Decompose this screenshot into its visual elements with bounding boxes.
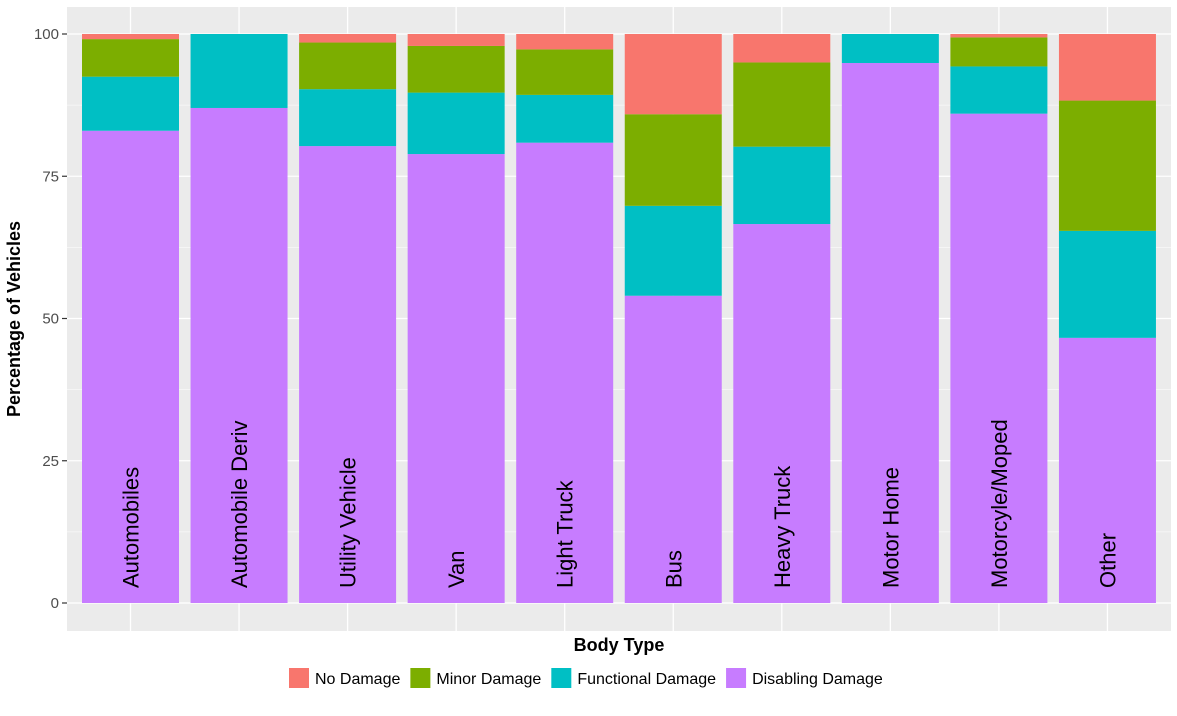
legend-label: No Damage [315,671,400,688]
bar-segment-minor-damage [299,42,397,90]
y-axis: 0 25 50 75 100 [34,26,67,612]
legend-key-minor-damage [410,668,431,688]
bar-category-label: Bus [661,550,686,588]
legend-key-disabling-damage [726,668,747,688]
bar-segment-disabling-damage [516,142,614,603]
bar-segment-functional-damage [82,76,179,131]
y-tick-label: 100 [34,26,59,43]
bar-segment-functional-damage [299,89,397,147]
bar-segment-minor-damage [82,39,179,77]
bar-segment-functional-damage [733,146,831,225]
y-tick-label: 25 [42,453,59,470]
bar-segment-disabling-damage [299,146,397,603]
bar-segment-disabling-damage [733,224,831,603]
bar-segment-no-damage [516,34,614,50]
bar-segment-disabling-damage [624,295,722,603]
bar-segment-functional-damage [516,94,614,143]
bars-group [82,34,1156,604]
legend-key-no-damage [289,668,309,688]
bar-segment-disabling-damage [407,154,505,603]
legend-label: Minor Damage [436,671,541,688]
bar-segment-no-damage [950,34,1048,38]
bar-category-label: Motor Home [878,467,903,588]
bar-category-label: Other [1095,533,1120,588]
bar-segment-no-damage [1058,34,1156,101]
y-tick-label: 0 [51,595,59,612]
bar-segment-disabling-damage [950,113,1048,603]
bar-category-label: Utility Vehicle [336,457,361,588]
bar-segment-no-damage [407,34,505,46]
bar-segment-minor-damage [733,62,831,147]
legend-label: Functional Damage [577,671,716,688]
legend: No Damage Minor Damage Functional Damage Di… [289,668,883,688]
bar-segment-disabling-damage [1058,337,1156,603]
bar-segment-functional-damage [950,66,1048,114]
legend-key-functional-damage [551,668,572,688]
bar-segment-functional-damage [841,34,939,64]
bar-labels-group: Automobiles Automobile Deriv Utility Vehic… [119,419,1121,588]
bar-segment-functional-damage [1058,230,1156,338]
bar-category-label: Automobile Deriv [227,420,252,588]
bar-segment-no-damage [733,34,831,63]
bar-segment-no-damage [82,34,179,40]
bar-category-label: Van [444,550,469,588]
bar-category-label: Heavy Truck [770,465,795,588]
bar-category-label: Automobiles [119,467,144,588]
legend-label: Disabling Damage [752,671,883,688]
bar-category-label: Motorcyle/Moped [987,419,1012,588]
bar-segment-no-damage [299,34,397,43]
x-axis-title: Body Type [574,635,665,655]
y-axis-title: Percentage of Vehicles [4,221,24,417]
bar-category-label: Light Truck [553,479,578,588]
bar-segment-minor-damage [516,49,614,95]
bar-segment-disabling-damage [82,130,179,604]
bar-segment-disabling-damage [190,107,288,603]
bar-segment-functional-damage [190,34,288,108]
bar-segment-no-damage [624,34,722,115]
bar-segment-minor-damage [624,114,722,206]
y-tick-label: 50 [42,311,59,328]
y-tick-label: 75 [42,168,59,185]
bar-segment-minor-damage [407,45,505,93]
bar-segment-functional-damage [624,205,722,296]
bar-segment-disabling-damage [841,63,939,604]
bar-segment-minor-damage [1058,100,1156,231]
bar-segment-functional-damage [407,92,505,155]
bar-segment-minor-damage [950,37,1048,67]
